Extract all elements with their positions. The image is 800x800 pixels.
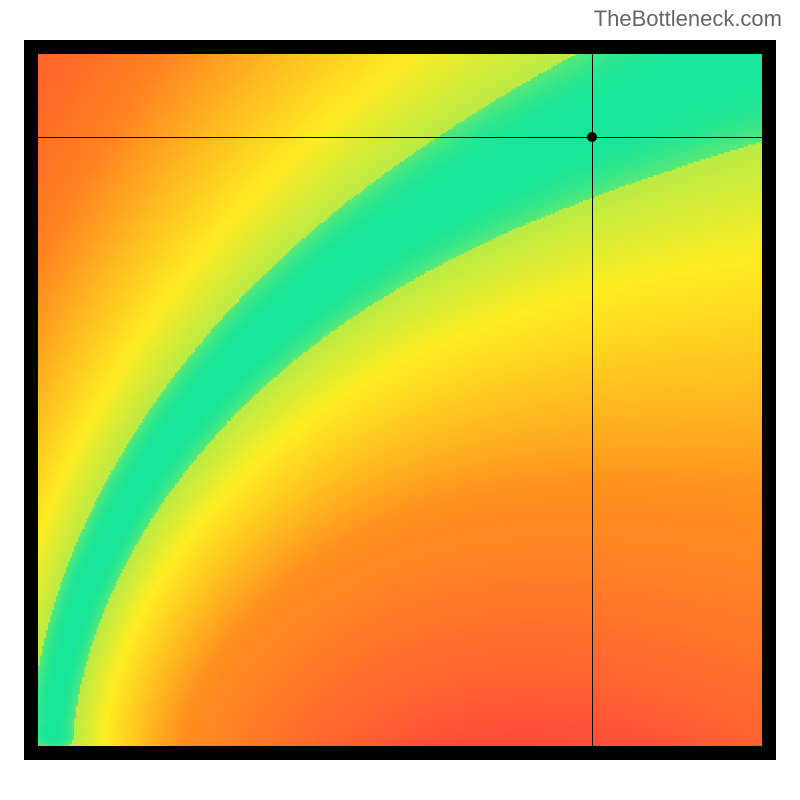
watermark-text: TheBottleneck.com [594,6,782,32]
plot-outer-box [24,40,776,760]
heatmap-canvas [38,54,762,746]
heatmap-canvas-wrapper [38,54,762,746]
marker-dot [587,132,597,142]
chart-container: TheBottleneck.com [0,0,800,800]
crosshair-vertical-line [592,54,593,746]
crosshair-horizontal-line [38,137,762,138]
